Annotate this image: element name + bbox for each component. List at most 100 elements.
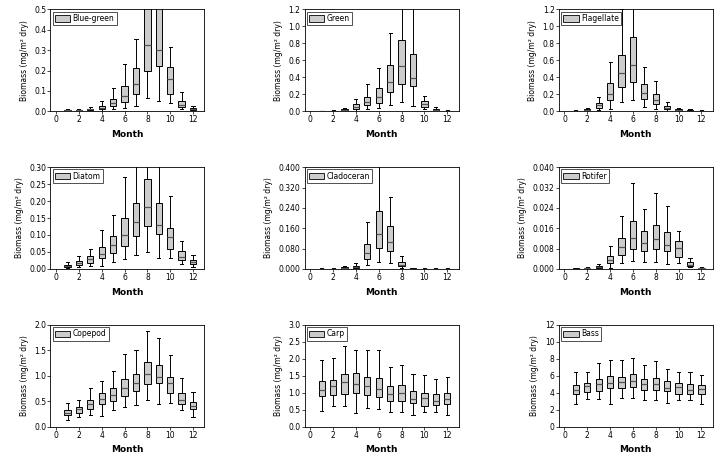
PathPatch shape xyxy=(630,37,636,82)
PathPatch shape xyxy=(630,221,636,249)
PathPatch shape xyxy=(652,225,659,249)
X-axis label: Month: Month xyxy=(619,130,652,139)
PathPatch shape xyxy=(421,393,428,406)
PathPatch shape xyxy=(642,231,647,251)
PathPatch shape xyxy=(190,109,196,110)
PathPatch shape xyxy=(376,211,382,248)
PathPatch shape xyxy=(642,379,647,390)
Y-axis label: Biomass (mg/m² dry): Biomass (mg/m² dry) xyxy=(14,178,24,258)
PathPatch shape xyxy=(133,203,139,236)
PathPatch shape xyxy=(76,407,82,413)
PathPatch shape xyxy=(630,374,636,387)
Legend: Rotifer: Rotifer xyxy=(561,170,609,183)
PathPatch shape xyxy=(595,266,602,267)
PathPatch shape xyxy=(144,362,150,383)
PathPatch shape xyxy=(642,84,647,100)
PathPatch shape xyxy=(410,391,416,403)
X-axis label: Month: Month xyxy=(111,130,144,139)
PathPatch shape xyxy=(99,247,105,258)
PathPatch shape xyxy=(76,110,82,111)
PathPatch shape xyxy=(398,40,405,83)
PathPatch shape xyxy=(376,378,382,397)
Y-axis label: Biomass (mg/m² dry): Biomass (mg/m² dry) xyxy=(274,335,283,416)
PathPatch shape xyxy=(652,94,659,104)
PathPatch shape xyxy=(64,265,71,267)
PathPatch shape xyxy=(433,109,439,110)
PathPatch shape xyxy=(144,7,150,71)
PathPatch shape xyxy=(387,65,393,92)
X-axis label: Month: Month xyxy=(111,445,144,454)
PathPatch shape xyxy=(87,109,94,110)
PathPatch shape xyxy=(179,100,185,107)
Legend: Carp: Carp xyxy=(307,327,347,341)
PathPatch shape xyxy=(330,380,336,395)
PathPatch shape xyxy=(122,86,127,102)
Y-axis label: Biomass (mg/m² dry): Biomass (mg/m² dry) xyxy=(528,20,537,101)
PathPatch shape xyxy=(110,99,117,106)
Legend: Cladoceran: Cladoceran xyxy=(307,170,372,183)
PathPatch shape xyxy=(687,262,693,266)
PathPatch shape xyxy=(572,385,579,394)
PathPatch shape xyxy=(652,378,659,390)
PathPatch shape xyxy=(584,109,590,110)
PathPatch shape xyxy=(687,384,693,394)
PathPatch shape xyxy=(595,102,602,108)
PathPatch shape xyxy=(353,104,359,109)
Legend: Bass: Bass xyxy=(561,327,601,341)
PathPatch shape xyxy=(398,262,405,266)
PathPatch shape xyxy=(398,384,405,401)
PathPatch shape xyxy=(179,252,185,260)
PathPatch shape xyxy=(110,236,117,253)
PathPatch shape xyxy=(387,386,393,401)
PathPatch shape xyxy=(156,203,162,234)
Y-axis label: Biomass (mg/m² dry): Biomass (mg/m² dry) xyxy=(274,20,283,101)
PathPatch shape xyxy=(341,109,348,110)
X-axis label: Month: Month xyxy=(365,288,398,297)
PathPatch shape xyxy=(444,393,450,404)
Y-axis label: Biomass (mg/m² dry): Biomass (mg/m² dry) xyxy=(264,178,273,258)
X-axis label: Month: Month xyxy=(619,288,652,297)
PathPatch shape xyxy=(87,400,94,409)
PathPatch shape xyxy=(664,232,670,251)
Legend: Blue-green: Blue-green xyxy=(53,12,117,25)
PathPatch shape xyxy=(167,377,174,393)
PathPatch shape xyxy=(364,244,371,259)
PathPatch shape xyxy=(353,373,359,393)
PathPatch shape xyxy=(190,402,196,410)
PathPatch shape xyxy=(110,389,117,401)
PathPatch shape xyxy=(353,265,359,268)
PathPatch shape xyxy=(76,261,82,265)
PathPatch shape xyxy=(364,97,371,106)
PathPatch shape xyxy=(341,374,348,394)
PathPatch shape xyxy=(675,241,682,256)
PathPatch shape xyxy=(99,393,105,404)
X-axis label: Month: Month xyxy=(619,445,652,454)
Legend: Diatom: Diatom xyxy=(53,170,103,183)
PathPatch shape xyxy=(584,383,590,392)
X-axis label: Month: Month xyxy=(365,445,398,454)
X-axis label: Month: Month xyxy=(111,288,144,297)
PathPatch shape xyxy=(607,255,613,263)
PathPatch shape xyxy=(341,267,348,268)
Legend: Green: Green xyxy=(307,12,352,25)
PathPatch shape xyxy=(122,218,127,246)
PathPatch shape xyxy=(687,110,693,111)
PathPatch shape xyxy=(133,374,139,391)
PathPatch shape xyxy=(156,7,162,65)
PathPatch shape xyxy=(318,381,325,396)
Legend: Flagellate: Flagellate xyxy=(561,12,621,25)
PathPatch shape xyxy=(190,260,196,264)
PathPatch shape xyxy=(410,54,416,86)
X-axis label: Month: Month xyxy=(365,130,398,139)
PathPatch shape xyxy=(607,376,613,388)
PathPatch shape xyxy=(133,68,139,94)
PathPatch shape xyxy=(618,377,625,388)
PathPatch shape xyxy=(595,379,602,391)
PathPatch shape xyxy=(156,365,162,383)
Y-axis label: Biomass (mg/m² dry): Biomass (mg/m² dry) xyxy=(531,335,539,416)
Y-axis label: Biomass (mg/m² dry): Biomass (mg/m² dry) xyxy=(19,335,29,416)
PathPatch shape xyxy=(675,109,682,110)
Y-axis label: Biomass (mg/m² dry): Biomass (mg/m² dry) xyxy=(518,178,527,258)
PathPatch shape xyxy=(607,83,613,100)
PathPatch shape xyxy=(167,67,174,94)
